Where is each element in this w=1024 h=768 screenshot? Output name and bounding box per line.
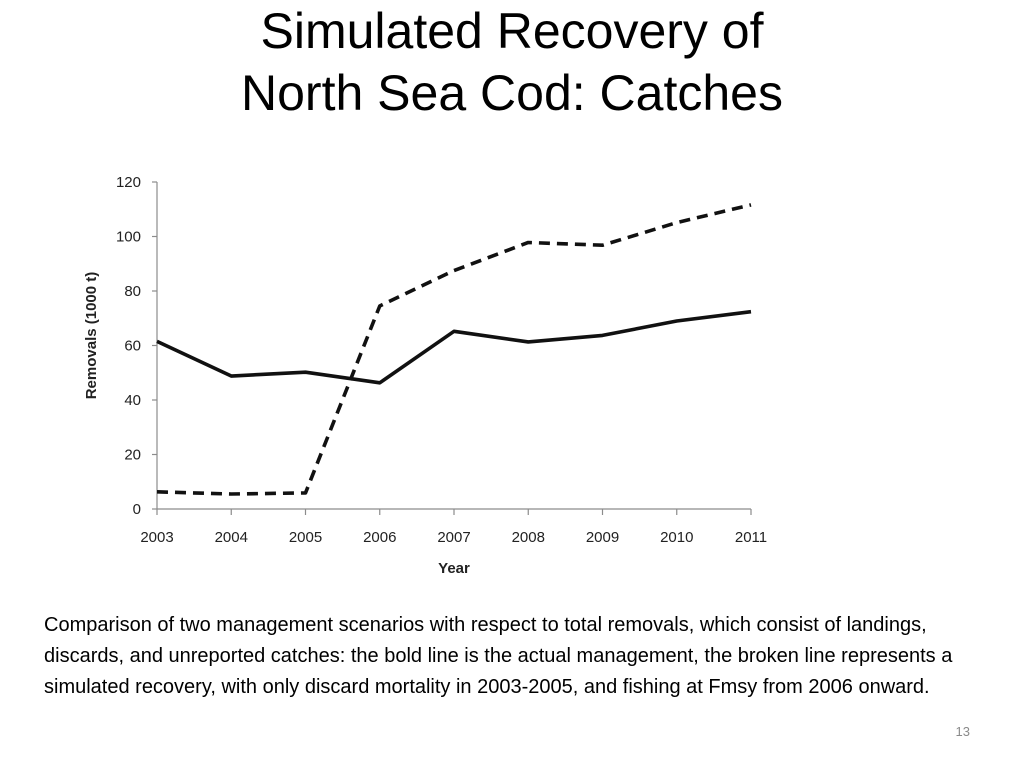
y-axis-title: Removals (1000 t): [83, 272, 100, 400]
y-tick-label: 60: [124, 338, 141, 355]
chart-ticks: 0 20 40 60 80 100 120 2003 2004 2005 2006 2007 2008 2…: [116, 174, 767, 546]
x-tick-label: 2009: [586, 529, 619, 546]
series-line-simulated-recovery: [156, 203, 752, 496]
slide-title-line-2: North Sea Cod: Catches: [241, 65, 783, 121]
y-tick-label: 120: [116, 174, 141, 191]
x-tick-label: 2006: [363, 529, 396, 546]
x-tick-label: 2005: [289, 529, 322, 546]
x-tick-label: 2003: [140, 529, 173, 546]
removals-line-chart: 0 20 40 60 80 100 120 2003 2004 2005 2006 2007 2008 2…: [83, 174, 767, 577]
x-tick-label: 2008: [512, 529, 545, 546]
x-axis-title: Year: [438, 560, 470, 577]
x-tick-label: 2011: [735, 529, 767, 546]
x-tick-label: 2004: [215, 529, 248, 546]
chart-axes: [156, 182, 751, 510]
slide-title: Simulated Recovery of North Sea Cod: Cat…: [0, 0, 1024, 124]
y-tick-label: 20: [124, 447, 141, 464]
chart-series-layer: [156, 203, 752, 496]
x-tick-label: 2010: [660, 529, 693, 546]
series-line-actual-management: [156, 309, 752, 385]
y-tick-label: 100: [116, 229, 141, 246]
y-tick-label: 40: [124, 392, 141, 409]
slide-caption: Comparison of two management scenarios w…: [44, 614, 953, 698]
y-tick-label: 80: [124, 283, 141, 300]
slide-title-line-1: Simulated Recovery of: [260, 3, 764, 59]
x-tick-label: 2007: [437, 529, 470, 546]
slide-number: 13: [955, 724, 970, 739]
y-tick-label: 0: [133, 501, 141, 518]
